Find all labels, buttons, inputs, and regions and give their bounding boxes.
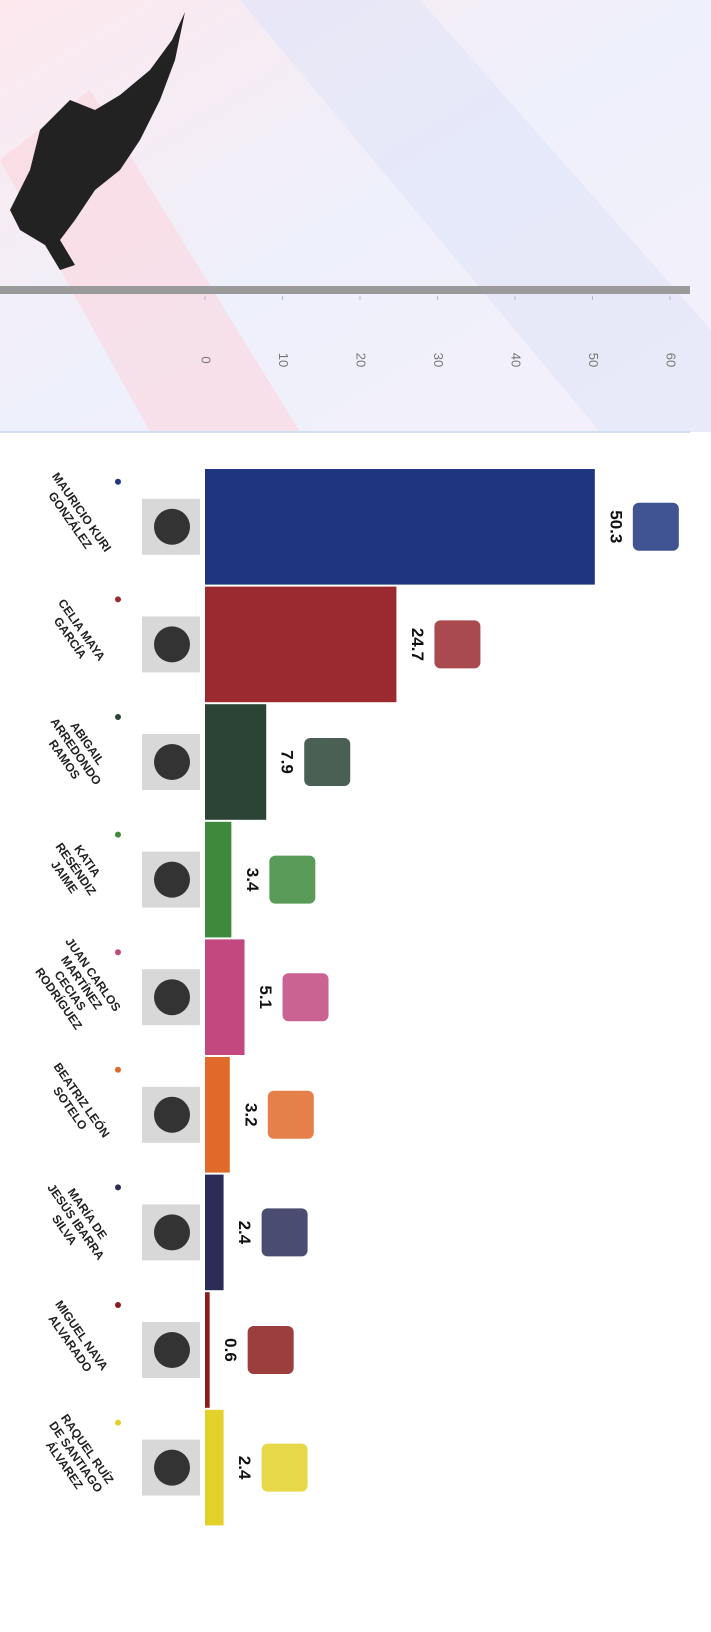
x-tick-label: 10: [276, 353, 291, 367]
party-logo: [304, 738, 351, 786]
candidate-name: CELIA MAYAGARCÍA: [44, 596, 108, 671]
state-map: [10, 12, 185, 270]
candidate-name: RAQUEL RUÍZDE SANTIAGOÁLVAREZ: [35, 1410, 118, 1503]
candidate-name: MIGUEL NAVAALVARADO: [41, 1298, 111, 1382]
value-label: 24.7: [408, 628, 427, 661]
candidate-photo-head: [154, 1214, 190, 1251]
party-logo: [434, 620, 481, 669]
legend-dot: [115, 714, 121, 720]
legend-dot: [115, 1066, 121, 1073]
candidate-photo-head: [154, 508, 190, 545]
bar: [205, 586, 397, 703]
candidate-photo-head: [154, 626, 190, 663]
value-label: 5.1: [256, 985, 275, 1009]
value-label: 7.9: [278, 750, 297, 774]
candidate-photo-head: [154, 744, 190, 780]
party-logo: [282, 973, 329, 1022]
legend-dot: [115, 1419, 121, 1426]
x-tick-label: 30: [431, 353, 446, 367]
candidate-photo-head: [154, 861, 190, 898]
candidate-name: KATIARESÉNDIZJAIME: [41, 832, 110, 906]
legend-dot: [115, 831, 121, 838]
party-logo: [267, 1090, 314, 1139]
legend-dot: [115, 949, 121, 956]
candidate-name: JUAN CARLOSMARTÍNEZCECIASRODRÍGUEZ: [28, 935, 124, 1038]
bar: [205, 1409, 224, 1526]
candidate-name: BEATRIZ LEÓNSOTELO: [39, 1060, 113, 1149]
legend-dot: [115, 478, 121, 485]
party-logo: [261, 1208, 308, 1257]
candidate-name: MAURICIO KURIGONZÁLEZ: [37, 470, 113, 563]
axis-band: [0, 286, 690, 294]
bar: [205, 704, 267, 820]
x-tick-label: 0: [199, 356, 214, 363]
x-tick-label: 60: [664, 353, 679, 367]
bar: [205, 821, 232, 938]
candidate-photo-head: [154, 979, 190, 1016]
party-logo: [269, 855, 316, 904]
party-logo: [247, 1326, 294, 1374]
candidate-photo-head: [154, 1096, 190, 1133]
value-label: 3.4: [243, 868, 262, 892]
candidate-photo-head: [154, 1332, 190, 1368]
value-label: 0.6: [221, 1338, 240, 1362]
party-logo: [632, 502, 679, 551]
party-logo: [261, 1443, 308, 1492]
x-tick-label: 40: [509, 353, 524, 367]
bar: [205, 469, 595, 585]
legend-dot: [115, 1184, 121, 1191]
stripe: [240, 0, 711, 432]
candidate-photo-head: [154, 1449, 190, 1486]
x-tick-label: 50: [586, 353, 601, 367]
value-label: 50.3: [606, 510, 625, 543]
bar: [205, 1292, 210, 1408]
value-label: 3.2: [241, 1103, 260, 1127]
bar: [205, 939, 245, 1055]
legend-dot: [115, 1302, 121, 1308]
bar: [205, 1057, 230, 1173]
bar: [205, 1174, 224, 1291]
candidate-name: ABIGAILARREDONDORAMOS: [36, 707, 116, 796]
legend-dot: [115, 596, 121, 603]
x-tick-label: 20: [354, 353, 369, 367]
value-label: 2.4: [235, 1221, 254, 1245]
plot: 0 10 20 30 40 50 60 MAURICIO KURIGONZÁLEZ 50.3 CE…: [28, 296, 679, 1526]
value-label: 2.4: [235, 1456, 254, 1480]
candidate-name: MARÍA DEJESÚS IBARRASILVA: [33, 1173, 120, 1271]
